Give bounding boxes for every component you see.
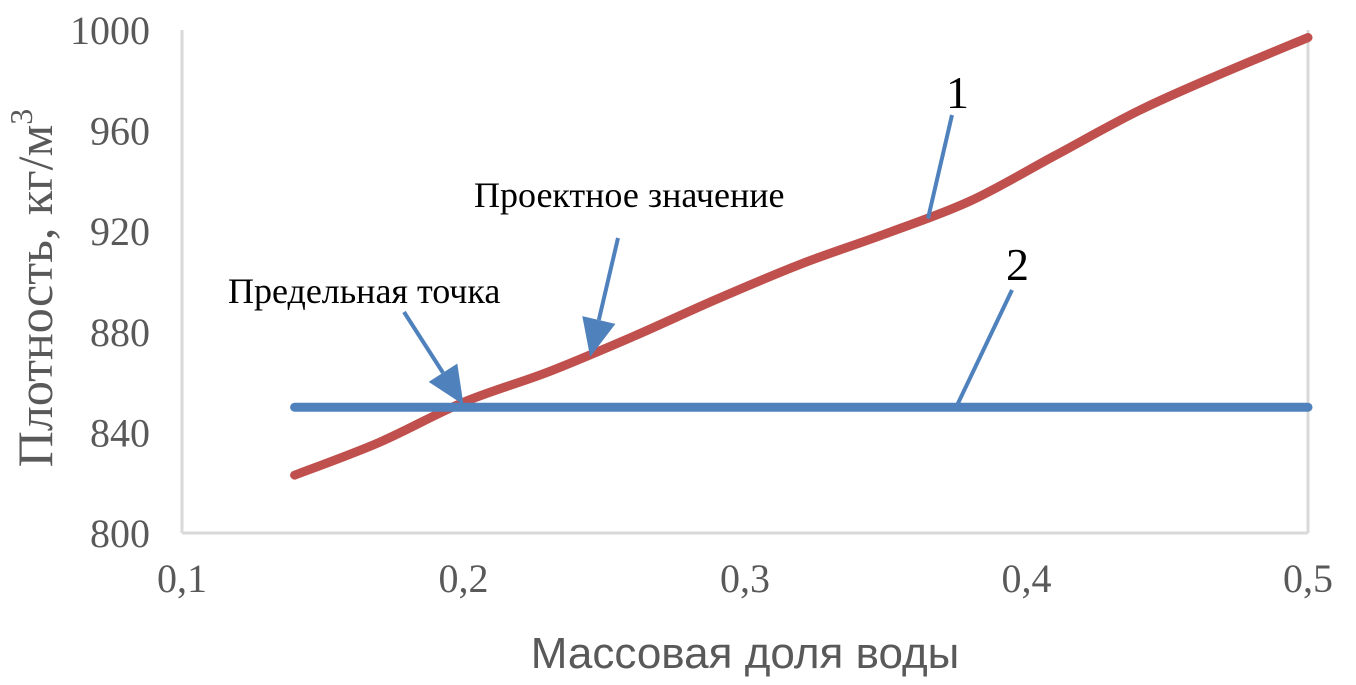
x-tick-label: 0,1: [157, 556, 207, 601]
annotation-design-value: Проектное значение: [474, 175, 784, 215]
annotation-limit-point: Предельная точка: [228, 271, 500, 311]
annotation-design-value-arrow-head: [582, 316, 616, 357]
y-tick-labels: 800 840 880 920 960 1000: [70, 8, 150, 556]
series-label-1-leader: [926, 114, 954, 220]
y-axis-label-superscript: 3: [3, 109, 39, 125]
annotation-limit-point-arrow-head: [428, 363, 464, 405]
x-tick-labels: 0,1 0,2 0,3 0,4 0,5: [157, 556, 1333, 601]
series-label-2-leader: [954, 289, 1014, 409]
y-axis-label: Плотность, кг/м3: [3, 109, 63, 467]
x-tick-label: 0,3: [720, 556, 770, 601]
x-tick-label: 0,4: [1002, 556, 1052, 601]
y-tick-label: 880: [90, 310, 150, 355]
y-tick-label: 800: [90, 511, 150, 556]
series-label-1: 1: [946, 67, 969, 118]
series-label-2: 2: [1006, 239, 1029, 290]
y-tick-label: 960: [90, 109, 150, 154]
x-tick-label: 0,2: [439, 556, 489, 601]
series-line-1: [290, 33, 1313, 480]
y-tick-label: 1000: [70, 8, 150, 53]
y-tick-label: 840: [90, 410, 150, 455]
series-group: [290, 33, 1313, 480]
axes: [180, 30, 1310, 535]
annotation-design-value-arrow-shaft: [596, 237, 620, 321]
x-tick-label: 0,5: [1283, 556, 1333, 601]
x-axis-label: Массовая доля воды: [531, 629, 960, 678]
annotation-limit-point-arrow-shaft: [402, 310, 445, 374]
y-tick-label: 920: [90, 209, 150, 254]
annotations: Предельная точка Проектное значение 1 2: [228, 67, 1029, 409]
